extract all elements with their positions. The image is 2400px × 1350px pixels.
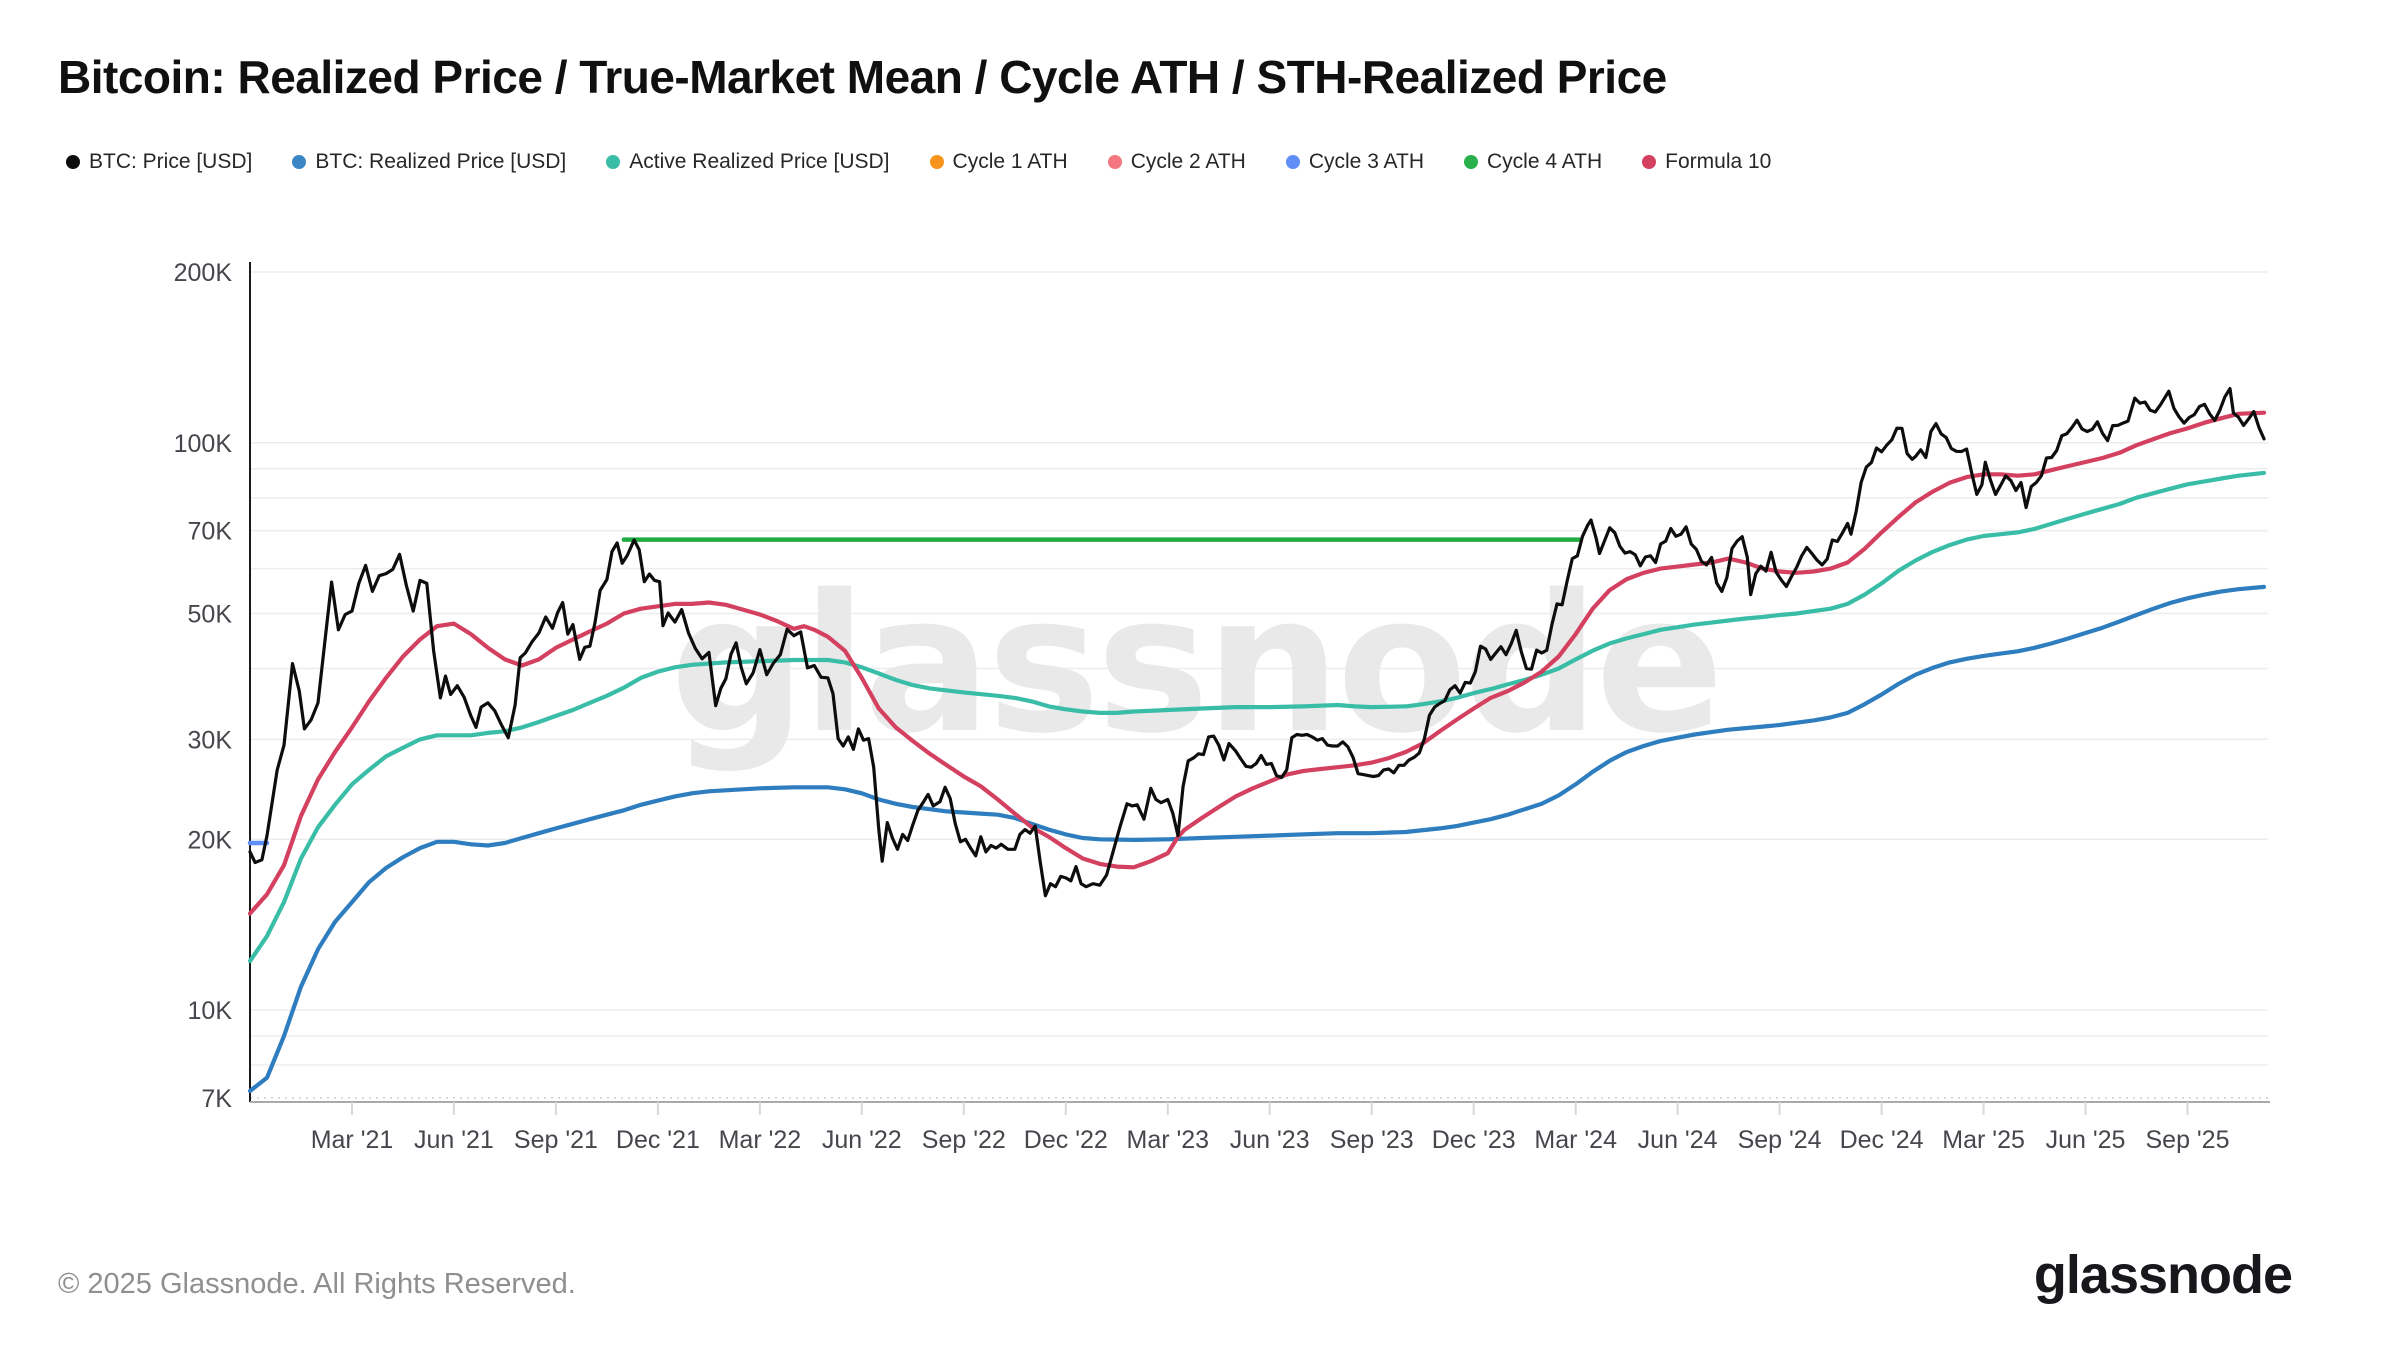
x-axis-tick-label: Dec '22 bbox=[1024, 1126, 1108, 1154]
x-axis-tick-label: Sep '23 bbox=[1330, 1126, 1414, 1154]
legend-item-label: BTC: Realized Price [USD] bbox=[315, 150, 567, 173]
legend-item-label: Active Realized Price [USD] bbox=[629, 150, 890, 173]
series-btc-price-usd bbox=[248, 387, 2266, 898]
legend-item-2[interactable]: Active Realized Price [USD] bbox=[606, 150, 890, 174]
x-axis-tick-label: Jun '25 bbox=[2046, 1126, 2126, 1154]
series-formula-10 bbox=[247, 410, 2267, 916]
x-axis-tick-label: Dec '21 bbox=[616, 1126, 700, 1154]
legend-dot-icon bbox=[929, 155, 944, 169]
series-btc-realized-price-usd bbox=[247, 584, 2267, 1094]
legend-item-label: Cycle 2 ATH bbox=[1130, 150, 1246, 173]
x-axis-tick-label: Mar '23 bbox=[1127, 1126, 1210, 1154]
x-axis-tick-label: Mar '24 bbox=[1534, 1126, 1617, 1154]
x-axis-tick-label: Sep '25 bbox=[2145, 1126, 2229, 1154]
y-axis-tick-label: 30K bbox=[188, 726, 233, 754]
legend-item-3[interactable]: Cycle 1 ATH bbox=[929, 150, 1068, 174]
legend-item-6[interactable]: Cycle 4 ATH bbox=[1464, 150, 1602, 174]
series-active-realized-price-usd bbox=[247, 470, 2267, 964]
y-axis-tick-label: 20K bbox=[188, 826, 233, 854]
y-axis-tick-label: 200K bbox=[174, 259, 233, 287]
legend-dot-icon bbox=[1642, 155, 1657, 169]
legend-dot-icon bbox=[66, 155, 80, 169]
x-axis-tick-label: Sep '24 bbox=[1738, 1126, 1822, 1154]
legend-item-label: Cycle 1 ATH bbox=[952, 150, 1068, 173]
legend-item-0[interactable]: BTC: Price [USD] bbox=[66, 150, 252, 174]
legend-item-5[interactable]: Cycle 3 ATH bbox=[1285, 150, 1424, 174]
x-axis-tick-label: Dec '23 bbox=[1432, 1126, 1516, 1154]
legend-item-4[interactable]: Cycle 2 ATH bbox=[1107, 150, 1246, 174]
copyright-text: © 2025 Glassnode. All Rights Reserved. bbox=[58, 1268, 576, 1300]
legend-dot-icon bbox=[606, 155, 621, 169]
legend-dot-icon bbox=[1464, 155, 1478, 169]
glassnode-logo: glassnode bbox=[2033, 1245, 2293, 1305]
x-axis-tick-label: Mar '21 bbox=[311, 1126, 394, 1154]
x-axis-tick-label: Jun '23 bbox=[1230, 1126, 1310, 1154]
x-axis-tick-label: Mar '25 bbox=[1942, 1126, 2025, 1154]
page-title: Bitcoin: Realized Price / True-Market Me… bbox=[58, 51, 1667, 103]
legend-item-label: BTC: Price [USD] bbox=[89, 150, 253, 173]
x-axis-tick-label: Jun '24 bbox=[1638, 1126, 1718, 1154]
legend-dot-icon bbox=[1285, 155, 1300, 169]
y-axis-tick-label: 70K bbox=[188, 518, 233, 546]
x-axis-tick-label: Sep '22 bbox=[922, 1126, 1006, 1154]
y-axis-tick-label: 50K bbox=[188, 601, 233, 629]
legend-dot-icon bbox=[1107, 155, 1122, 169]
x-axis-tick-label: Sep '21 bbox=[514, 1126, 598, 1154]
legend-item-label: Formula 10 bbox=[1665, 150, 1772, 173]
legend: BTC: Price [USD] BTC: Realized Price [USD… bbox=[66, 150, 1771, 174]
legend-item-label: Cycle 4 ATH bbox=[1487, 150, 1603, 173]
legend-dot-icon bbox=[292, 155, 307, 169]
x-axis-tick-label: Mar '22 bbox=[719, 1126, 802, 1154]
y-axis-tick-label: 10K bbox=[188, 997, 233, 1025]
y-axis-tick-label: 7K bbox=[201, 1085, 232, 1113]
y-axis-tick-label: 100K bbox=[174, 430, 233, 458]
x-axis-tick-label: Jun '21 bbox=[414, 1126, 494, 1154]
legend-item-1[interactable]: BTC: Realized Price [USD] bbox=[292, 150, 566, 174]
legend-item-label: Cycle 3 ATH bbox=[1308, 150, 1424, 173]
x-axis-tick-label: Dec '24 bbox=[1840, 1126, 1924, 1154]
legend-item-7[interactable]: Formula 10 bbox=[1642, 150, 1771, 174]
x-axis-tick-label: Jun '22 bbox=[822, 1126, 902, 1154]
